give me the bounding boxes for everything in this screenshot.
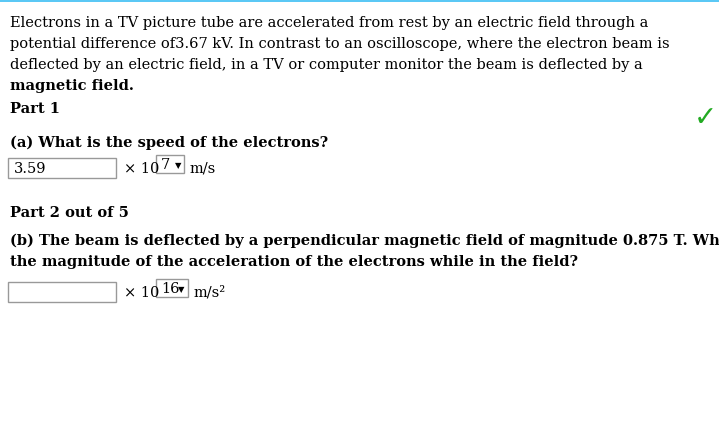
Text: ✓: ✓: [693, 104, 717, 132]
Text: m/s: m/s: [190, 161, 216, 176]
Text: ▼: ▼: [175, 161, 181, 170]
Text: 3.59: 3.59: [14, 161, 47, 176]
Text: × 10: × 10: [124, 285, 160, 299]
Text: 7: 7: [161, 158, 170, 171]
Text: Part 2 out of 5: Part 2 out of 5: [10, 206, 129, 220]
Text: deflected by an electric field, in a TV or computer monitor the beam is deflecte: deflected by an electric field, in a TV …: [10, 58, 643, 72]
FancyBboxPatch shape: [8, 283, 116, 302]
Text: potential difference of3.67 kV. In contrast to an oscilloscope, where the electr: potential difference of3.67 kV. In contr…: [10, 37, 669, 51]
FancyBboxPatch shape: [0, 0, 719, 3]
Text: Part 1: Part 1: [10, 102, 60, 116]
FancyBboxPatch shape: [8, 159, 116, 178]
Text: 16: 16: [161, 281, 180, 295]
FancyBboxPatch shape: [156, 156, 184, 174]
Text: m/s²: m/s²: [194, 285, 226, 299]
Text: the magnitude of the acceleration of the electrons while in the field?: the magnitude of the acceleration of the…: [10, 254, 578, 268]
Text: × 10: × 10: [124, 161, 160, 176]
Text: magnetic field.: magnetic field.: [10, 79, 134, 93]
FancyBboxPatch shape: [156, 279, 188, 297]
Text: ▼: ▼: [178, 285, 185, 294]
Text: (b) The beam is deflected by a perpendicular magnetic field of magnitude 0.875 T: (b) The beam is deflected by a perpendic…: [10, 233, 719, 248]
Text: Electrons in a TV picture tube are accelerated from rest by an electric field th: Electrons in a TV picture tube are accel…: [10, 16, 649, 30]
Text: (a) What is the speed of the electrons?: (a) What is the speed of the electrons?: [10, 136, 328, 150]
